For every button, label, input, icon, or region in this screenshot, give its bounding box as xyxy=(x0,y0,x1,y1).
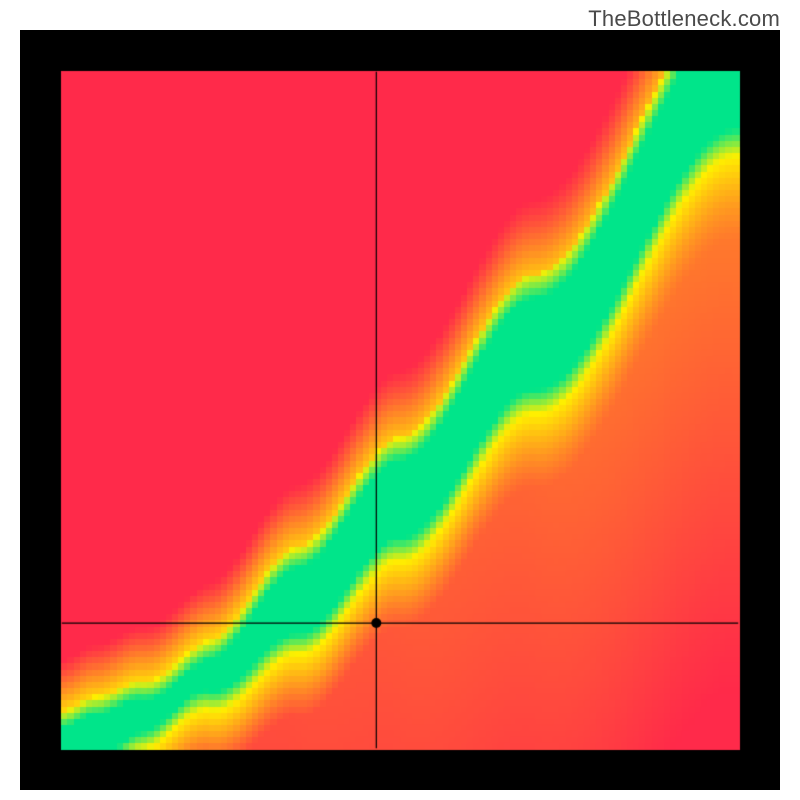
watermark-text: TheBottleneck.com xyxy=(588,6,780,32)
bottleneck-heatmap xyxy=(20,30,780,790)
